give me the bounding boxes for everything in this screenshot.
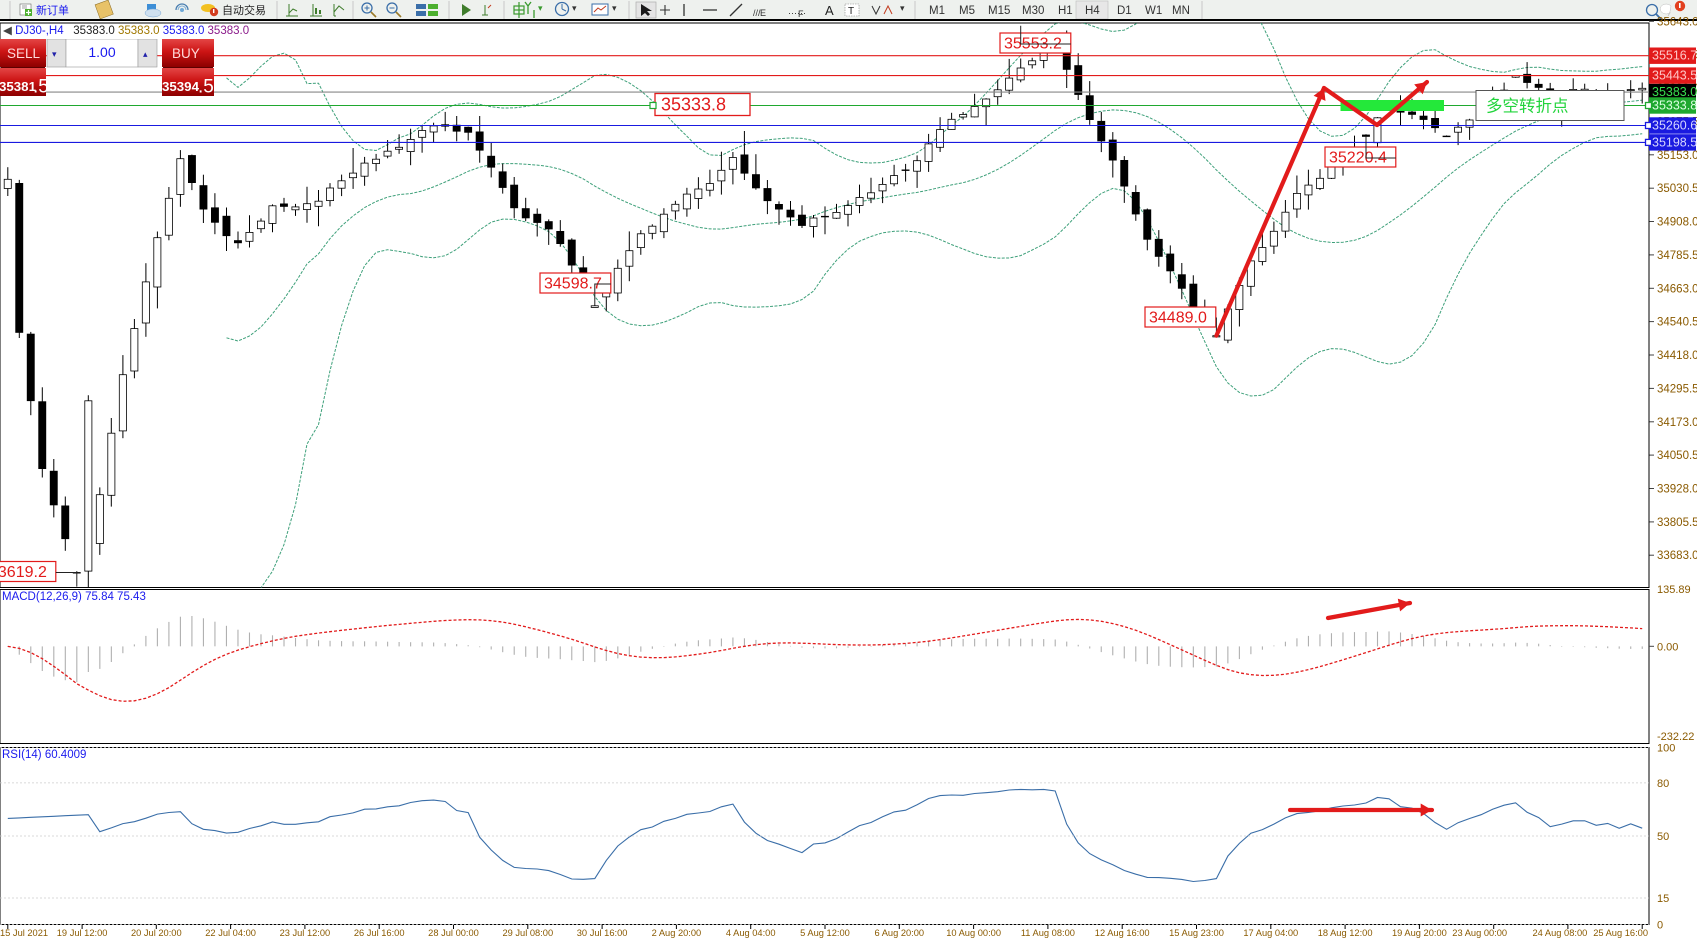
- svg-text:F: F: [798, 9, 804, 19]
- svg-text:M30: M30: [1022, 5, 1044, 17]
- svg-text:24 Aug 08:00: 24 Aug 08:00: [1532, 928, 1587, 938]
- svg-text:D1: D1: [1117, 5, 1132, 17]
- svg-text:33619.2: 33619.2: [0, 564, 47, 581]
- svg-text:34173.0: 34173.0: [1657, 417, 1697, 429]
- svg-text:34295.5: 34295.5: [1657, 383, 1697, 395]
- svg-text:34785.5: 34785.5: [1657, 250, 1697, 262]
- svg-text:4 Aug 04:00: 4 Aug 04:00: [726, 928, 776, 938]
- svg-text:M1: M1: [929, 5, 945, 17]
- svg-text:34540.5: 34540.5: [1657, 317, 1697, 329]
- svg-text:17 Aug 04:00: 17 Aug 04:00: [1243, 928, 1298, 938]
- svg-text:35220.4: 35220.4: [1329, 150, 1387, 167]
- svg-text:E: E: [760, 8, 766, 18]
- svg-text:A: A: [825, 3, 834, 18]
- svg-text:MACD(12,26,9) 75.84 75.43: MACD(12,26,9) 75.84 75.43: [2, 591, 146, 603]
- svg-text:35381: 35381: [0, 79, 37, 94]
- svg-text:SELL: SELL: [7, 46, 41, 61]
- svg-text:6 Aug 20:00: 6 Aug 20:00: [874, 928, 924, 938]
- svg-text:▾: ▾: [572, 3, 577, 13]
- svg-text:35153.0: 35153.0: [1657, 150, 1697, 162]
- svg-text:30 Jul 16:00: 30 Jul 16:00: [577, 928, 628, 938]
- svg-text:35260.6: 35260.6: [1652, 119, 1697, 133]
- svg-text:▾: ▾: [538, 3, 543, 13]
- svg-text:35333.8: 35333.8: [1652, 99, 1697, 113]
- svg-text:35443.5: 35443.5: [1652, 69, 1697, 83]
- svg-text:0: 0: [1657, 920, 1663, 932]
- svg-text:33683.0: 33683.0: [1657, 550, 1697, 562]
- svg-text:23 Aug 00:00: 23 Aug 00:00: [1452, 928, 1507, 938]
- svg-text:10 Aug 00:00: 10 Aug 00:00: [946, 928, 1001, 938]
- svg-text:15 Aug 23:00: 15 Aug 23:00: [1169, 928, 1224, 938]
- svg-text:RSI(14) 60.4009: RSI(14) 60.4009: [2, 749, 86, 761]
- svg-text:W1: W1: [1145, 5, 1162, 17]
- svg-text:23 Jul 12:00: 23 Jul 12:00: [280, 928, 331, 938]
- svg-text:35553.2: 35553.2: [1004, 36, 1062, 53]
- svg-text:BUY: BUY: [172, 46, 200, 61]
- svg-text:35520.5: 35520.5: [1657, 50, 1697, 62]
- svg-text:11 Aug 08:00: 11 Aug 08:00: [1021, 928, 1075, 938]
- svg-text:新订单: 新订单: [36, 2, 69, 18]
- svg-text:34050.5: 34050.5: [1657, 450, 1697, 462]
- svg-text:▴: ▴: [143, 49, 148, 59]
- svg-text:12 Aug 16:00: 12 Aug 16:00: [1095, 928, 1150, 938]
- svg-text:34418.0: 34418.0: [1657, 350, 1697, 362]
- svg-text:25 Aug 16:00: 25 Aug 16:00: [1593, 928, 1648, 938]
- svg-text:22 Jul 04:00: 22 Jul 04:00: [205, 928, 256, 938]
- svg-text:35394: 35394: [162, 79, 200, 94]
- svg-text:34598.7: 34598.7: [544, 276, 602, 293]
- svg-text:▾: ▾: [900, 3, 905, 13]
- svg-text:H4: H4: [1085, 5, 1100, 17]
- svg-text:5 Aug 12:00: 5 Aug 12:00: [800, 928, 850, 938]
- svg-text:19 Jul 12:00: 19 Jul 12:00: [57, 928, 108, 938]
- svg-text:35275.5: 35275.5: [1657, 116, 1697, 128]
- svg-text:18 Aug 12:00: 18 Aug 12:00: [1318, 928, 1373, 938]
- svg-text:80: 80: [1657, 778, 1669, 790]
- svg-text:19 Aug 20:00: 19 Aug 20:00: [1392, 928, 1447, 938]
- svg-text:33805.5: 33805.5: [1657, 517, 1697, 529]
- svg-text:35516.7: 35516.7: [1652, 49, 1697, 63]
- svg-text:▾: ▾: [52, 49, 57, 59]
- svg-text:26 Jul 16:00: 26 Jul 16:00: [354, 928, 405, 938]
- svg-text:-232.22: -232.22: [1657, 731, 1694, 743]
- svg-text:29 Jul 08:00: 29 Jul 08:00: [502, 928, 553, 938]
- svg-text:33928.0: 33928.0: [1657, 484, 1697, 496]
- svg-text:35333.8: 35333.8: [661, 95, 726, 115]
- svg-text:15: 15: [1657, 893, 1669, 905]
- svg-text:2 Aug 20:00: 2 Aug 20:00: [652, 928, 702, 938]
- svg-text:50: 50: [1657, 831, 1669, 843]
- svg-text:H1: H1: [1058, 5, 1073, 17]
- svg-text:多空转折点: 多空转折点: [1486, 93, 1569, 117]
- svg-text:100: 100: [1657, 743, 1675, 755]
- svg-text:28 Jul 00:00: 28 Jul 00:00: [428, 928, 479, 938]
- svg-text:.5: .5: [198, 77, 214, 97]
- svg-text:34663.0: 34663.0: [1657, 283, 1697, 295]
- svg-text:▾: ▾: [612, 3, 617, 13]
- svg-text:1.00: 1.00: [88, 44, 115, 60]
- svg-text:35030.5: 35030.5: [1657, 183, 1697, 195]
- svg-text:MN: MN: [1172, 5, 1190, 17]
- svg-text:20 Jul 20:00: 20 Jul 20:00: [131, 928, 182, 938]
- svg-text:15 Jul 2021: 15 Jul 2021: [0, 928, 48, 938]
- svg-text:T: T: [848, 6, 854, 17]
- svg-text:.5: .5: [33, 77, 49, 97]
- svg-text:M15: M15: [988, 5, 1010, 17]
- svg-text:135.89: 135.89: [1657, 584, 1691, 596]
- svg-text:35383.0: 35383.0: [1652, 85, 1697, 99]
- svg-text:34908.0: 34908.0: [1657, 217, 1697, 229]
- svg-text:35398.0: 35398.0: [1657, 83, 1697, 95]
- svg-text:35198.5: 35198.5: [1652, 135, 1697, 149]
- svg-text:自动交易: 自动交易: [222, 2, 266, 18]
- svg-text:M5: M5: [959, 5, 975, 17]
- svg-text:0.00: 0.00: [1657, 642, 1678, 654]
- svg-text:34489.0: 34489.0: [1149, 310, 1207, 327]
